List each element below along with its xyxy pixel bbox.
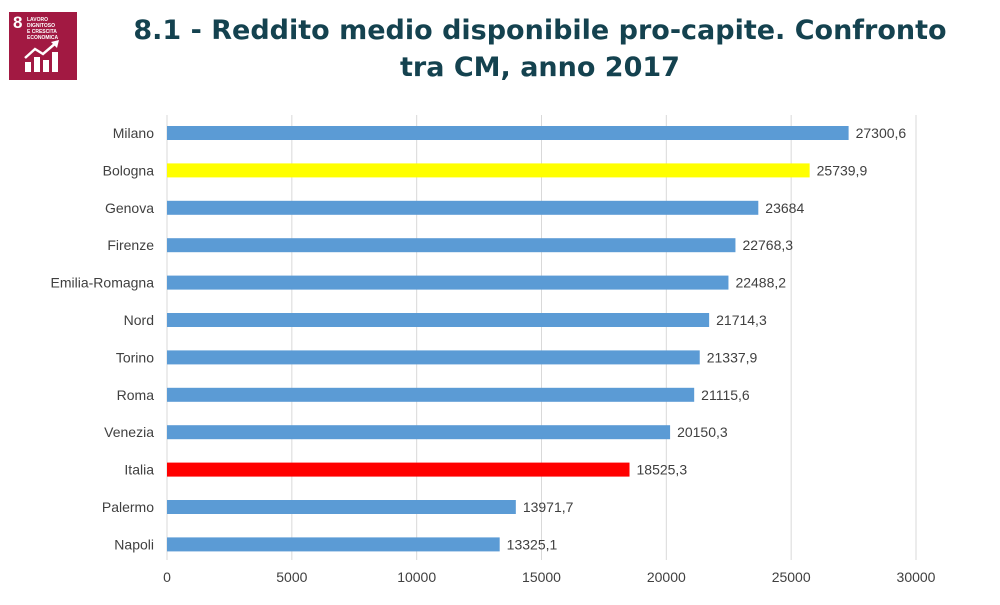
x-tick-label: 10000 — [397, 569, 436, 585]
bar — [167, 537, 500, 552]
data-label: 13325,1 — [507, 536, 558, 552]
data-label: 20150,3 — [677, 424, 728, 440]
category-label: Nord — [124, 312, 154, 328]
x-tick-label: 20000 — [647, 569, 686, 585]
x-tick-label: 25000 — [772, 569, 811, 585]
category-label: Milano — [113, 125, 154, 141]
data-label: 25739,9 — [817, 162, 868, 178]
bar — [167, 126, 849, 140]
category-label: Firenze — [107, 237, 154, 253]
growth-chart-icon — [24, 40, 59, 72]
bar — [167, 387, 695, 402]
category-label: Torino — [116, 349, 154, 365]
category-label: Palermo — [102, 499, 154, 515]
x-tick-label: 0 — [163, 569, 171, 585]
data-label: 21115,6 — [701, 387, 750, 403]
data-label: 13971,7 — [523, 499, 574, 515]
data-label: 18525,3 — [637, 462, 688, 478]
data-label: 22768,3 — [742, 237, 793, 253]
bar — [167, 350, 700, 365]
data-label: 21714,3 — [716, 312, 767, 328]
bar — [167, 462, 630, 477]
bar — [167, 500, 516, 514]
category-label: Bologna — [103, 162, 155, 178]
chart-title: 8.1 - Reddito medio disponibile pro-capi… — [133, 15, 947, 83]
x-tick-label: 15000 — [522, 569, 561, 585]
data-label: 27300,6 — [856, 125, 907, 141]
bar — [167, 163, 810, 178]
sdg-goal-number: 8 — [13, 13, 23, 32]
x-tick-label: 5000 — [276, 569, 307, 585]
sdg-goal-label: LAVORO DIGNITOSO E CRESCITA ECONOMICA — [27, 17, 59, 41]
bar — [167, 313, 710, 327]
data-label: 22488,2 — [735, 275, 786, 291]
bar — [167, 200, 759, 215]
category-label: Emilia-Romagna — [51, 275, 155, 291]
category-label: Venezia — [104, 424, 154, 440]
bar — [167, 275, 729, 290]
data-label: 23684 — [765, 200, 804, 216]
x-tick-label: 30000 — [897, 569, 936, 585]
bar — [167, 425, 671, 440]
sdg-goal-8-logo: 8 LAVORO DIGNITOSO E CRESCITA ECONOMICA — [9, 12, 77, 80]
category-label: Genova — [105, 200, 154, 216]
bar — [167, 238, 736, 253]
category-label: Italia — [124, 462, 154, 478]
data-label: 21337,9 — [707, 349, 758, 365]
category-label: Roma — [117, 387, 155, 403]
category-label: Napoli — [114, 536, 154, 552]
